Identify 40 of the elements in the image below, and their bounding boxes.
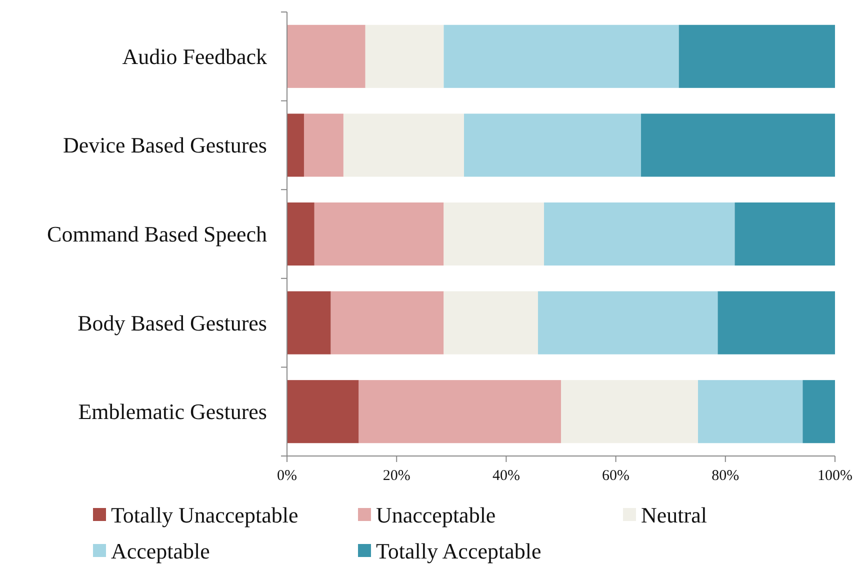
bar: [544, 202, 735, 266]
bar: [287, 24, 366, 88]
x-tick-label: 20%: [382, 468, 410, 484]
bar: [358, 380, 561, 444]
bar: [365, 24, 444, 88]
bar: [464, 114, 642, 177]
bar: [641, 114, 835, 177]
bar: [287, 380, 359, 444]
bar: [343, 114, 464, 177]
x-tick-label: 80%: [712, 468, 740, 484]
x-tick-label: 40%: [492, 468, 520, 484]
bar: [314, 202, 444, 266]
bar: [304, 114, 344, 177]
bar: [444, 291, 538, 354]
bar: [561, 380, 698, 444]
legend-label: Totally Unacceptable: [111, 502, 298, 528]
bar: [287, 291, 331, 354]
legend-label: Unacceptable: [376, 502, 496, 528]
bar: [444, 24, 679, 88]
bar: [444, 202, 544, 266]
legend-label: Acceptable: [111, 538, 210, 564]
x-tick-label: 0%: [277, 468, 297, 484]
y-tick-label: Body Based Gestures: [78, 310, 267, 336]
x-tick-label: 100%: [818, 468, 852, 484]
bar: [287, 202, 314, 266]
bar: [698, 380, 803, 444]
bar: [802, 380, 835, 444]
bar: [678, 24, 835, 88]
x-tick-label: 60%: [602, 468, 630, 484]
bar: [330, 291, 444, 354]
bar: [718, 291, 835, 354]
legend-label: Neutral: [641, 502, 707, 528]
bar: [538, 291, 718, 354]
y-tick-label: Device Based Gestures: [62, 132, 267, 158]
y-tick-label: Audio Feedback: [122, 44, 267, 69]
bar: [287, 114, 304, 177]
bar: [734, 202, 835, 266]
y-tick-label: Emblematic Gestures: [78, 399, 267, 424]
y-tick-label: Command Based Speech: [47, 222, 267, 246]
legend-label: Totally Acceptable: [376, 538, 542, 564]
